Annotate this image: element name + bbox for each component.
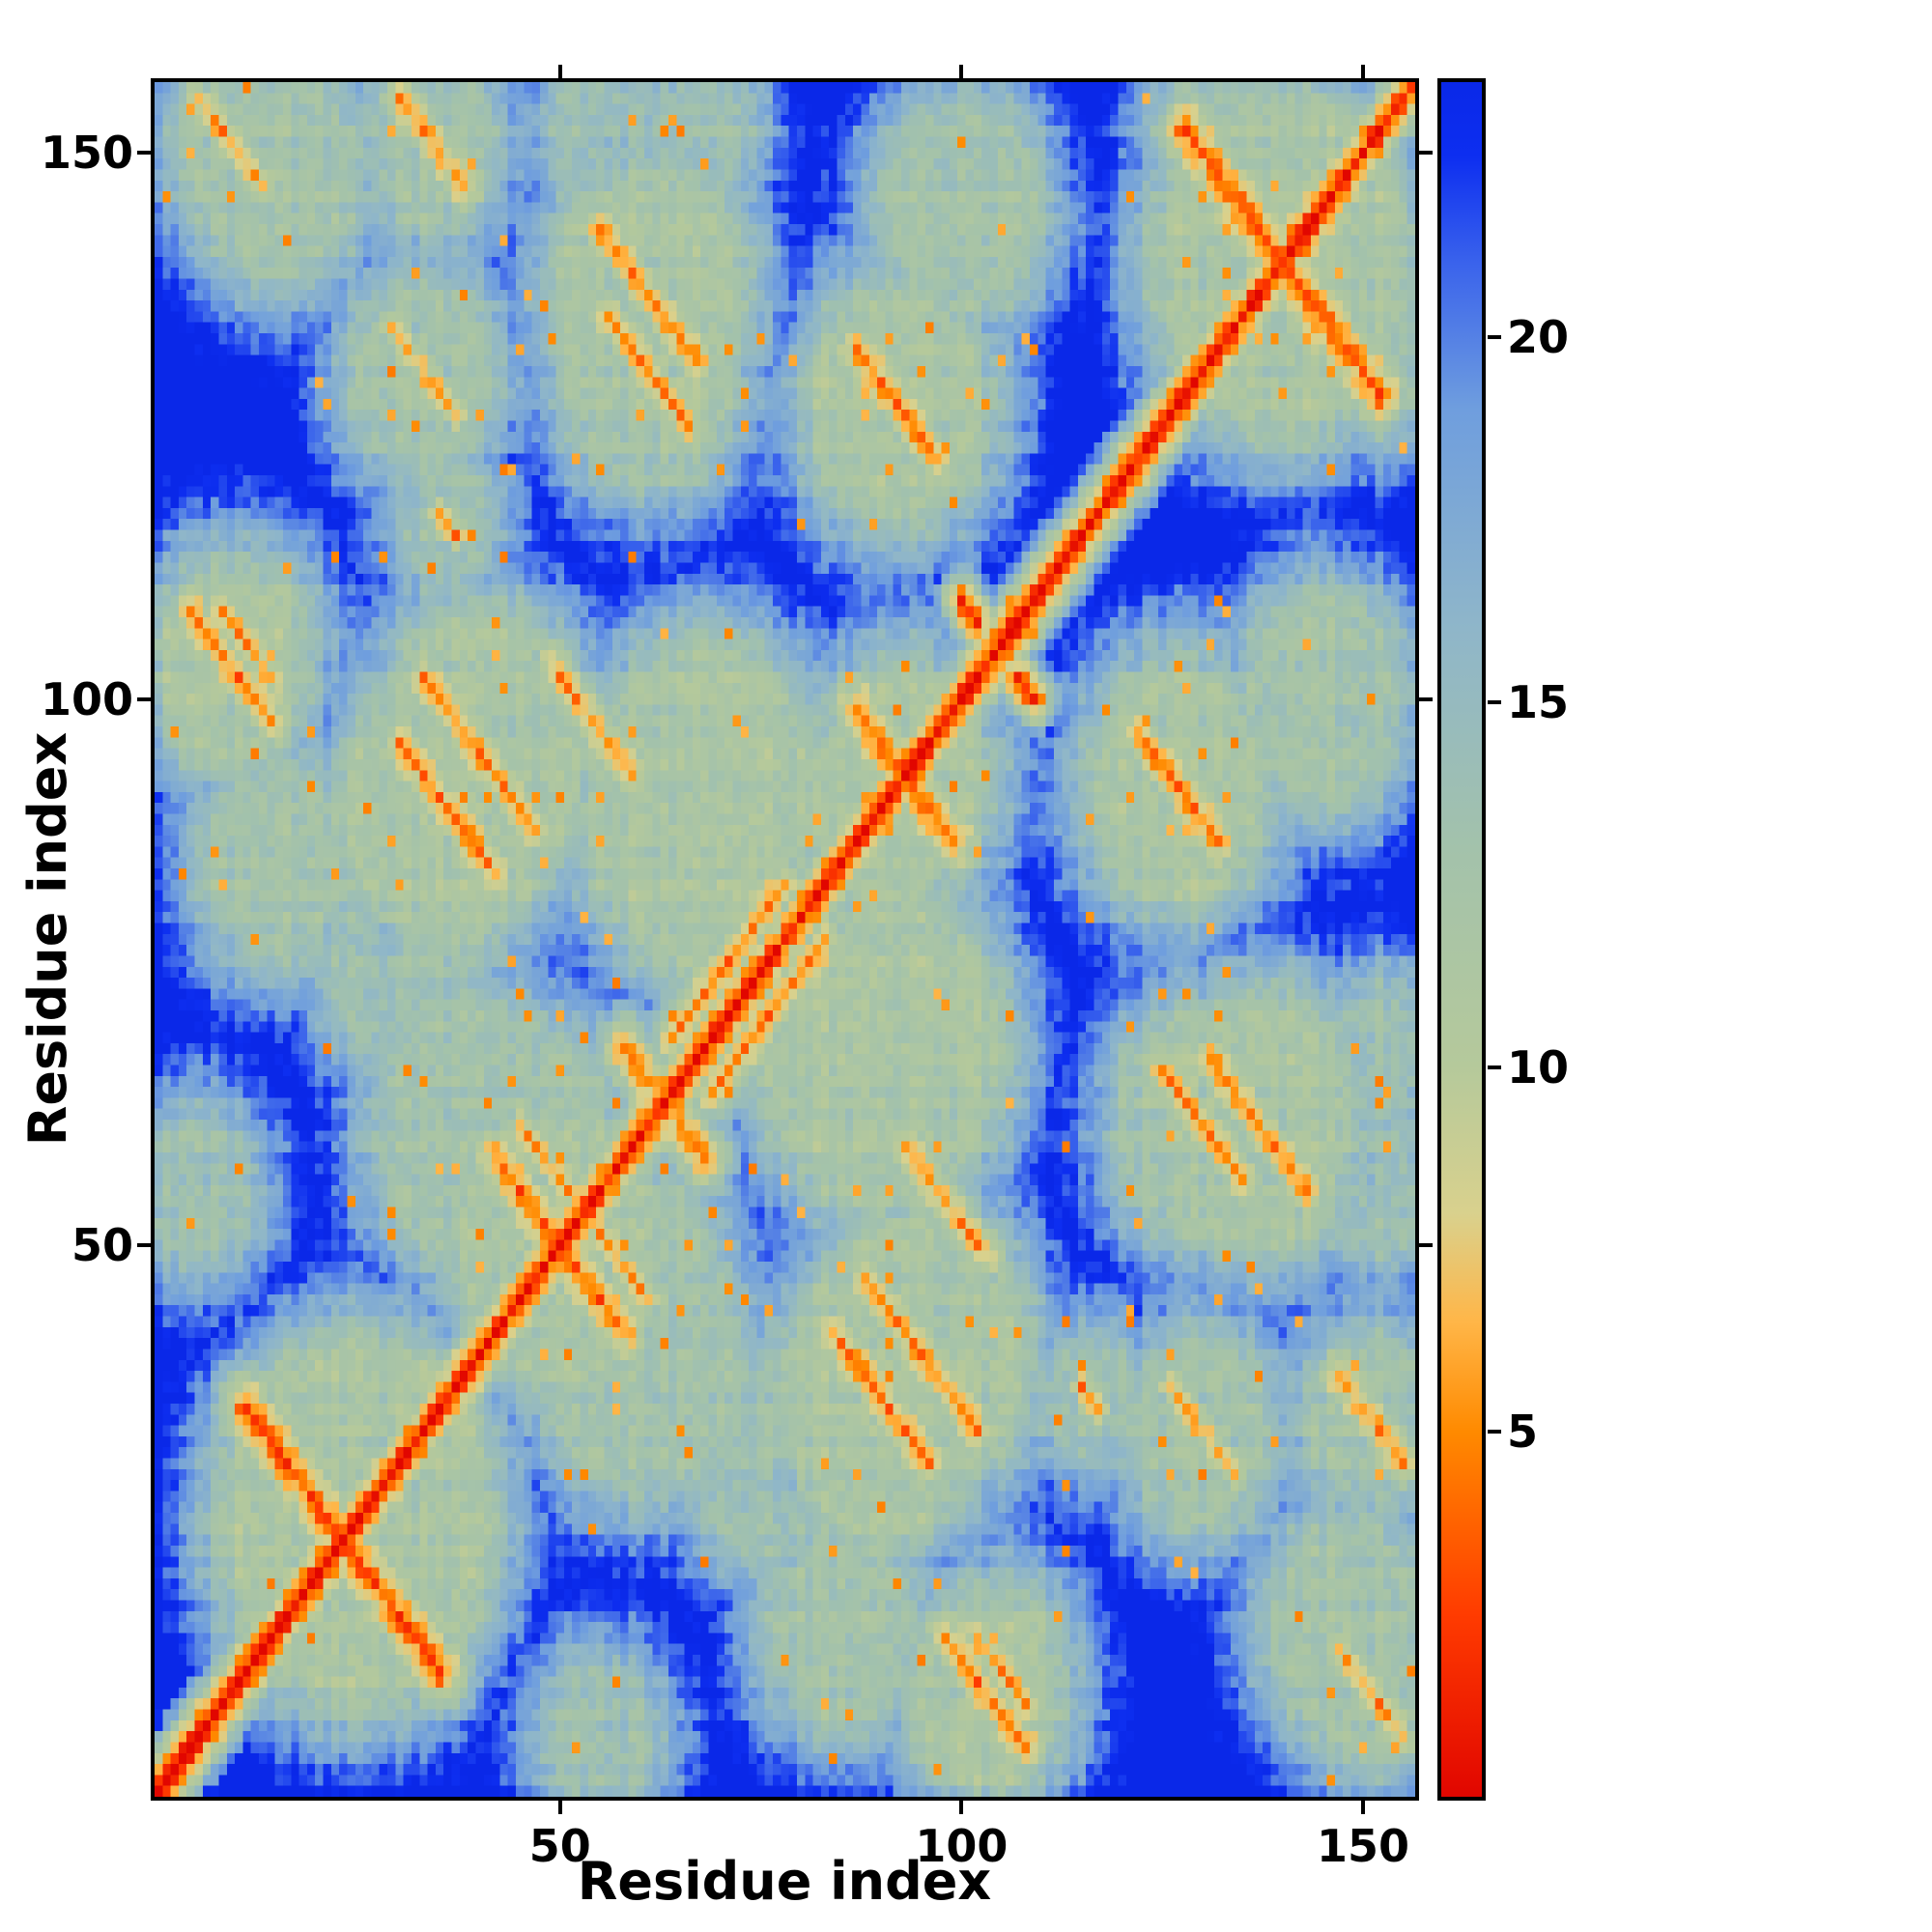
colorbar-tick-mark: [1488, 1430, 1501, 1435]
x-tick-mark-top: [959, 65, 964, 78]
y-tick-mark: [137, 151, 151, 156]
colorbar-tick-mark: [1488, 1065, 1501, 1069]
colorbar-gradient: [1441, 82, 1482, 1797]
colorbar-tick-label: 15: [1507, 676, 1570, 729]
y-tick-mark: [137, 696, 151, 701]
x-tick-mark-top: [1360, 65, 1365, 78]
y-tick-label: 150: [40, 127, 133, 180]
colorbar-tick-label: 5: [1507, 1406, 1539, 1459]
x-tick-mark: [959, 1801, 964, 1814]
residue-distance-heatmap: [155, 82, 1415, 1797]
x-axis-title: Residue index: [577, 1851, 992, 1912]
x-tick-label: 100: [915, 1820, 1009, 1872]
y-tick-mark-right: [1419, 696, 1433, 701]
y-tick-label: 100: [40, 672, 133, 725]
y-tick-mark: [137, 1243, 151, 1248]
x-tick-mark: [1360, 1801, 1365, 1814]
y-tick-mark-right: [1419, 151, 1433, 156]
x-tick-label: 150: [1316, 1820, 1409, 1872]
colorbar-tick-mark: [1488, 700, 1501, 705]
y-axis-title: Residue index: [17, 731, 78, 1147]
y-tick-label: 50: [71, 1219, 133, 1272]
x-tick-label: 50: [528, 1820, 591, 1872]
x-tick-mark: [557, 1801, 562, 1814]
x-tick-mark-top: [557, 65, 562, 78]
y-tick-mark-right: [1419, 1243, 1433, 1248]
colorbar-tick-mark: [1488, 335, 1501, 340]
colorbar-tick-label: 20: [1507, 311, 1570, 364]
colorbar-tick-label: 10: [1507, 1040, 1570, 1094]
